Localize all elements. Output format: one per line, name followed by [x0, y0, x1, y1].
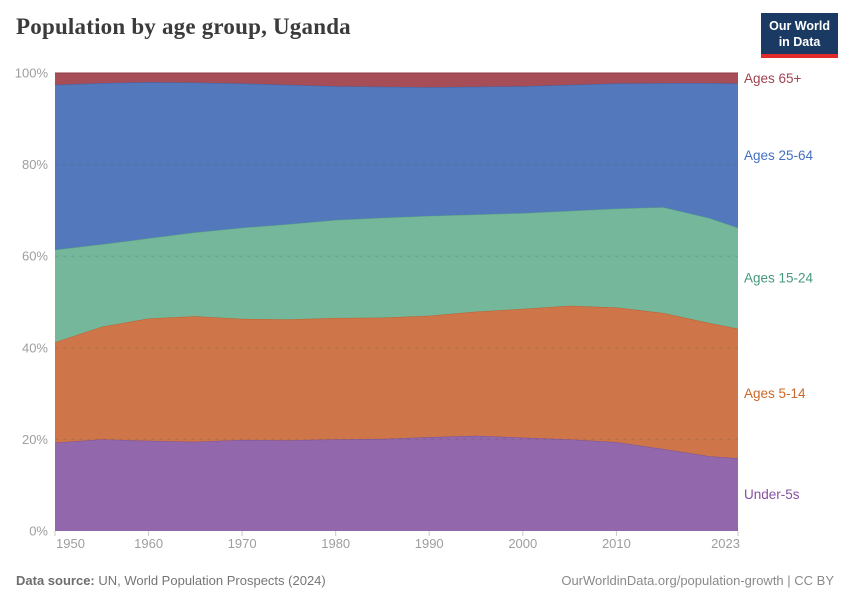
owid-logo-line1: Our World: [769, 19, 830, 33]
x-tick-label-1990: 1990: [415, 536, 444, 551]
series-label-under-5s[interactable]: Under-5s: [744, 487, 800, 502]
series-label-ages-25-64[interactable]: Ages 25-64: [744, 148, 814, 163]
y-tick-label-60: 60%: [22, 249, 48, 264]
x-tick-label-1950: 1950: [56, 536, 85, 551]
area-ages-65-plus[interactable]: [55, 73, 738, 88]
x-tick-label-2000: 2000: [508, 536, 537, 551]
chart-footer: Data source: UN, World Population Prospe…: [16, 573, 834, 588]
page-title: Population by age group, Uganda: [16, 14, 351, 39]
owid-license-link[interactable]: OurWorldinData.org/population-growth | C…: [561, 573, 834, 588]
x-tick-label-1970: 1970: [228, 536, 257, 551]
stacked-area-chart: 0% 20% 40% 60% 80% 100% 1950 1960 1970 1980 1990 20…: [15, 66, 814, 552]
data-source-label: Data source:: [16, 573, 95, 588]
series-label-ages-15-24[interactable]: Ages 15-24: [744, 271, 814, 286]
series-label-ages-65-plus[interactable]: Ages 65+: [744, 71, 802, 86]
data-source-text: UN, World Population Prospects (2024): [94, 573, 326, 588]
y-tick-label-40: 40%: [22, 340, 48, 355]
area-ages-5-14[interactable]: [55, 305, 738, 459]
y-tick-label-20: 20%: [22, 432, 48, 447]
series-label-ages-5-14[interactable]: Ages 5-14: [744, 386, 806, 401]
x-tick-label-1980: 1980: [321, 536, 350, 551]
chart-area: 0% 20% 40% 60% 80% 100% 1950 1960 1970 1980 1990 20…: [0, 59, 850, 564]
data-source-note: Data source: UN, World Population Prospe…: [16, 573, 326, 588]
owid-logo[interactable]: Our World in Data: [761, 13, 838, 58]
y-tick-label-80: 80%: [22, 157, 48, 172]
area-ages-25-64[interactable]: [55, 82, 738, 250]
owid-logo-line2: in Data: [778, 35, 821, 50]
x-tick-label-2010: 2010: [602, 536, 631, 551]
area-under-5s[interactable]: [55, 435, 738, 531]
y-tick-label-100: 100%: [15, 66, 49, 81]
x-tick-label-2023: 2023: [711, 536, 740, 551]
y-tick-label-0: 0%: [29, 524, 48, 539]
area-ages-15-24[interactable]: [55, 207, 738, 343]
x-tick-label-1960: 1960: [134, 536, 163, 551]
